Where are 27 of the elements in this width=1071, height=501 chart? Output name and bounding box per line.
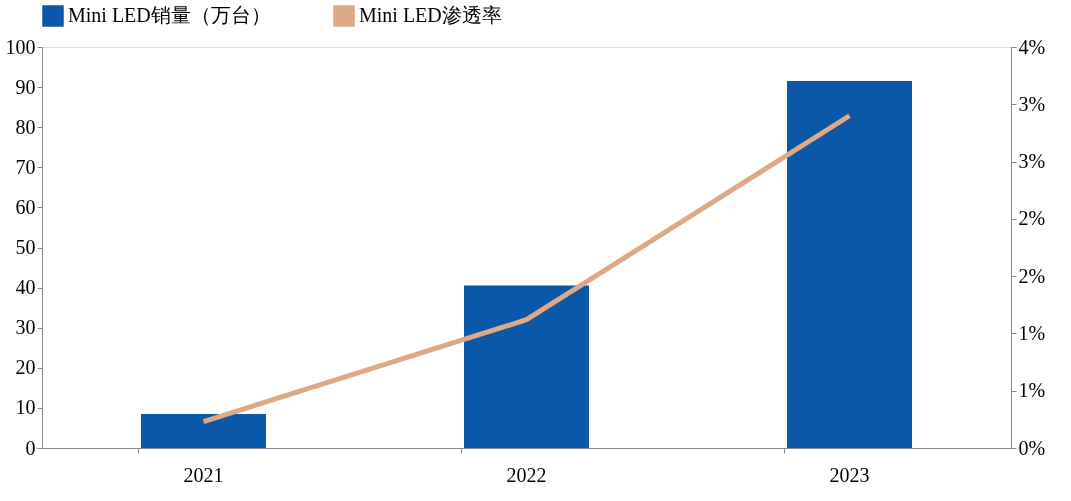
legend-label: Mini LED销量（万台）: [68, 4, 271, 26]
x-tick-label: 2023: [829, 463, 870, 486]
y-tick-label: 50: [15, 236, 36, 258]
y-tick-label: 20: [15, 356, 36, 379]
legend-label: Mini LED渗透率: [359, 4, 502, 26]
y-tick-label: 70: [15, 155, 36, 178]
y-tick-label: 30: [15, 316, 36, 339]
y2-tick-label: 2%: [1018, 264, 1046, 287]
y-tick-label: 0: [25, 436, 36, 459]
bar: [464, 285, 589, 448]
y-tick-label: 100: [5, 35, 36, 58]
bar: [141, 413, 266, 448]
y2-tick-label: 0%: [1018, 436, 1046, 459]
x-tick-label: 2021: [183, 463, 224, 486]
y-tick-label: 90: [15, 75, 36, 98]
y-tick-label: 10: [15, 396, 36, 419]
x-tick-label: 2022: [506, 463, 547, 486]
y2-tick-label: 1%: [1018, 321, 1046, 344]
y-tick-label: 80: [15, 115, 36, 138]
bar: [787, 81, 912, 448]
y2-tick-label: 3%: [1018, 92, 1046, 115]
y2-tick-label: 3%: [1018, 150, 1046, 173]
y2-tick-label: 4%: [1018, 35, 1046, 58]
y-tick-label: 40: [15, 276, 36, 299]
y2-tick-label: 2%: [1018, 207, 1046, 230]
y-tick-label: 60: [15, 195, 36, 218]
y2-tick-label: 1%: [1018, 379, 1046, 402]
